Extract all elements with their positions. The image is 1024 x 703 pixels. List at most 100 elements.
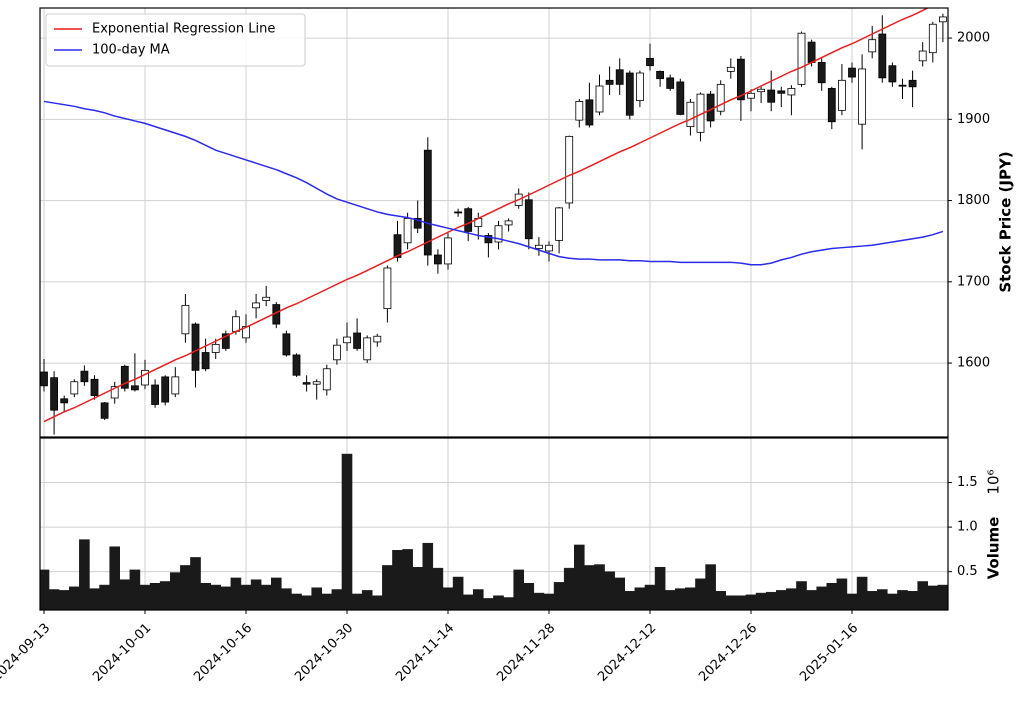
volume-bar [260, 584, 272, 610]
volume-bar [755, 592, 767, 610]
candle-body [777, 90, 786, 94]
candle-body [939, 16, 947, 23]
volume-bar [422, 542, 434, 610]
volume-bar [462, 594, 474, 610]
candle-body [737, 58, 745, 101]
volume-bar [624, 591, 636, 610]
volume-bar [594, 564, 605, 610]
candle-body [90, 378, 99, 396]
y-tick-label: 2000 [957, 31, 990, 46]
volume-bar [836, 578, 848, 610]
volume-bar [402, 549, 413, 610]
candle-body [454, 211, 463, 214]
volume-bar [574, 544, 585, 610]
candle-body [524, 199, 533, 240]
candle-body [575, 101, 584, 121]
x-tick-label: 2025-01-16 [797, 621, 861, 685]
x-tick-label: 2024-10-01 [90, 621, 154, 685]
volume-bar [48, 589, 60, 610]
candle-body [322, 368, 331, 391]
y-tick-label: 1.0 [957, 520, 978, 535]
candle-body [868, 39, 877, 53]
candle-body [151, 384, 160, 405]
price-frame [39, 7, 949, 438]
volume-bar [705, 564, 716, 610]
volume-bar [58, 590, 70, 610]
volume-bar [412, 566, 423, 610]
volume-bar [816, 586, 828, 610]
volume-bar [675, 588, 686, 610]
candle-body [535, 244, 543, 249]
volume-bar [877, 589, 888, 610]
volume-bar [230, 577, 242, 610]
candle-body [615, 69, 624, 85]
volume-bar [776, 590, 787, 610]
volume-bar [897, 590, 908, 610]
volume-bar [170, 572, 181, 610]
volume-bar [907, 591, 918, 610]
volume-bar [927, 585, 939, 610]
volume-bar [119, 579, 131, 610]
y-tick-label: 1800 [957, 193, 990, 208]
candle-body [403, 218, 412, 244]
y-tick-label: 1700 [957, 274, 990, 289]
legend-box [45, 13, 306, 67]
candle-body [807, 41, 816, 63]
volume-bar [321, 593, 333, 610]
volume-bar [79, 539, 90, 610]
candle-body [858, 68, 866, 125]
x-tick-label: 2024-10-16 [191, 621, 255, 685]
candle-body [545, 244, 553, 252]
x-tick-label: 2024-12-26 [696, 621, 760, 685]
volume-offset: 10⁶ [985, 469, 1003, 494]
candle-body [191, 323, 200, 371]
candle-body [60, 398, 69, 404]
volume-bar [89, 588, 100, 610]
volume-bar [614, 577, 626, 610]
candle-body [383, 267, 392, 310]
legend-label: 100-day MA [92, 43, 170, 58]
y-tick-label: 0.5 [957, 564, 978, 579]
volume-bar [452, 576, 464, 610]
volume-bar [887, 593, 898, 610]
series-line [43, 8, 930, 423]
candle-body [666, 77, 675, 89]
volume-bar [523, 583, 535, 610]
volume-bar [553, 582, 565, 610]
volume-bar [311, 587, 322, 610]
volume-bar [604, 571, 615, 610]
volume-frame [39, 437, 949, 611]
legend-label: Exponential Regression Line [92, 22, 275, 37]
volume-bar [382, 565, 393, 610]
volume-bar [190, 557, 201, 610]
y-tick-label: 1600 [957, 356, 990, 371]
volume-bar [543, 593, 555, 610]
volume-plot [40, 438, 948, 610]
volume-bar [503, 597, 514, 610]
volume-bar [866, 591, 878, 610]
candle-body [302, 382, 311, 385]
volume-bar [442, 587, 454, 610]
candle-body [444, 237, 452, 265]
volume-bar [129, 569, 141, 610]
volume-bar [250, 579, 262, 610]
candle-body [100, 402, 109, 419]
x-tick-label: 2024-11-14 [393, 621, 457, 685]
volume-bar [654, 566, 666, 610]
volume-bar [331, 589, 343, 610]
candle-body [686, 101, 695, 128]
candle-body [787, 88, 796, 96]
volume-bar [584, 565, 595, 610]
x-tick-label: 2024-11-28 [494, 621, 558, 685]
candle-body [120, 365, 129, 389]
candle-body [464, 208, 473, 232]
candle-body [817, 62, 826, 84]
volume-bar [69, 586, 80, 610]
volume-bar [846, 593, 858, 610]
candle-body [595, 85, 604, 113]
price-y-label: Stock Price (JPY) [997, 151, 1015, 292]
candle-body [797, 32, 806, 85]
volume-bar [301, 595, 312, 610]
volume-bar [493, 595, 504, 610]
